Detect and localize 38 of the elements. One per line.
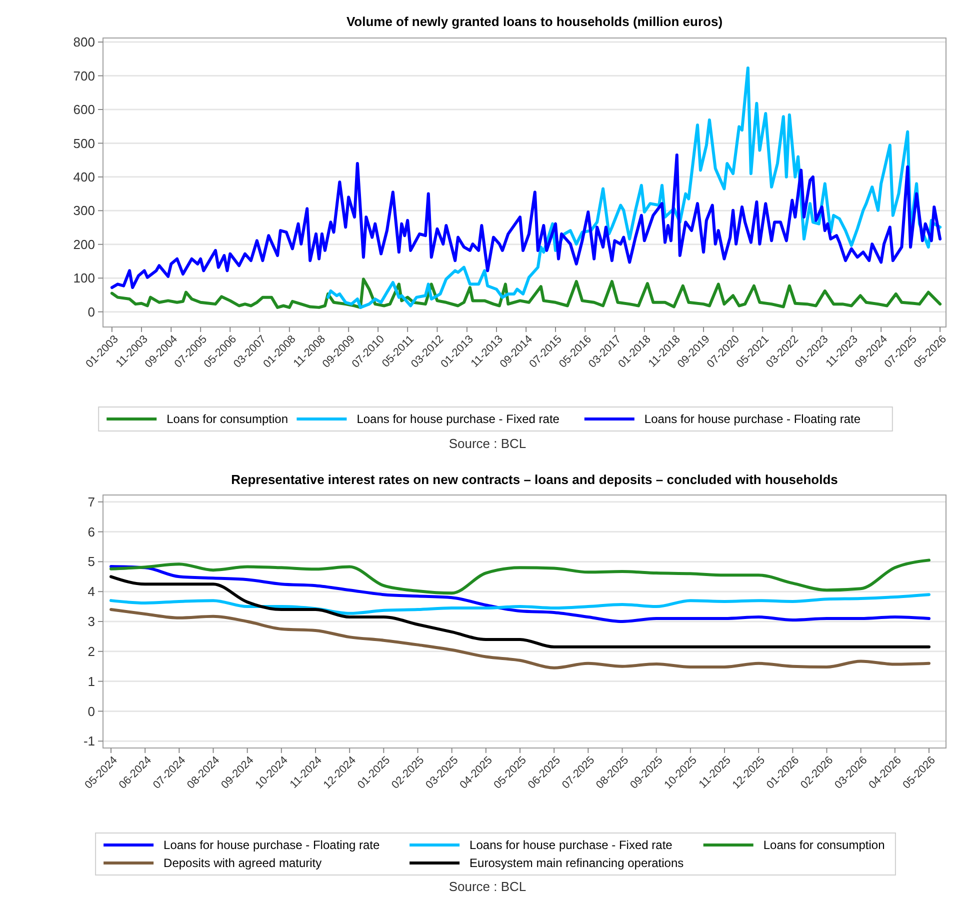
- source-note: Source : BCL: [448, 879, 526, 894]
- y-tick-label: 6: [88, 524, 95, 540]
- legend-label: Loans for consumption: [763, 838, 885, 852]
- legend-label: Loans for house purchase - Fixed rate: [470, 838, 673, 852]
- chart-title: Representative interest rates on new contracts – loans and deposits – concluded with households: [231, 472, 838, 487]
- y-tick-label: 0: [88, 304, 95, 320]
- y-tick-label: 100: [73, 270, 95, 286]
- legend-label: Loans for consumption: [166, 412, 288, 426]
- y-tick-label: 600: [73, 102, 95, 118]
- y-tick-label: 0: [88, 704, 95, 719]
- legend-label: Loans for house purchase - Floating rate: [164, 838, 380, 852]
- legend-label: Loans for house purchase - Floating rate: [644, 412, 861, 426]
- line-series: [110, 558, 930, 595]
- source-note: Source : BCL: [448, 436, 526, 451]
- y-tick-label: 300: [73, 203, 95, 218]
- y-tick-label: 800: [73, 34, 95, 50]
- y-tick-label: 3: [88, 614, 95, 630]
- y-tick-label: 4: [88, 584, 95, 600]
- legend-label: Eurosystem main refinancing operations: [470, 856, 684, 870]
- line-series: [110, 154, 942, 290]
- legend-label: Loans for house purchase - Fixed rate: [356, 412, 560, 426]
- line-series: [110, 564, 930, 623]
- line-series: [110, 575, 930, 648]
- y-tick-label: 5: [88, 554, 95, 570]
- y-tick-label: 400: [73, 169, 95, 184]
- chart-title: Volume of newly granted loans to households (million euros): [346, 14, 723, 29]
- line-series: [110, 593, 930, 615]
- line-series: [110, 608, 930, 670]
- line-series: [110, 278, 942, 309]
- y-tick-label: 200: [73, 236, 95, 252]
- line-series: [326, 66, 942, 309]
- y-tick-label: 500: [73, 136, 95, 151]
- y-tick-label: 1: [88, 674, 95, 689]
- y-tick-label: 700: [73, 68, 95, 84]
- legend-label: Deposits with agreed maturity: [164, 856, 322, 870]
- y-tick-label: 2: [88, 644, 95, 659]
- y-tick-label: 7: [88, 494, 95, 510]
- y-tick-label: -1: [83, 734, 95, 749]
